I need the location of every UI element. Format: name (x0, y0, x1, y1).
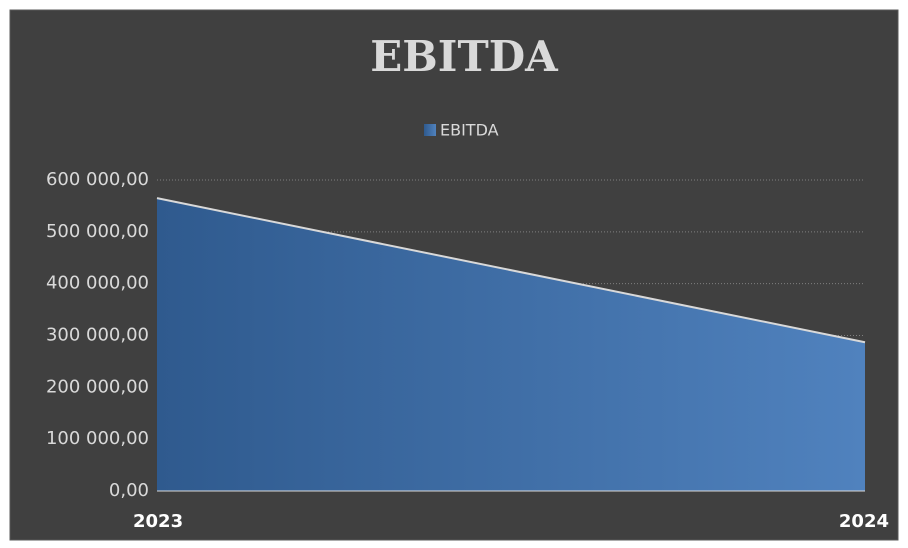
y-tick-label: 200 000,00 (46, 376, 149, 397)
x-tick-label: 2023 (133, 511, 183, 532)
area (157, 198, 865, 491)
legend-label: EBITDA (440, 121, 499, 140)
x-tick-label: 2024 (839, 511, 889, 532)
legend: EBITDA (424, 121, 499, 140)
y-tick-label: 0,00 (109, 480, 149, 501)
y-tick-label: 400 000,00 (46, 273, 149, 294)
chart-title: EBITDA (370, 32, 559, 81)
y-tick-label: 300 000,00 (46, 325, 149, 346)
area-edge (156, 197, 866, 344)
y-tick-label: 100 000,00 (46, 428, 149, 449)
y-tick-label: 600 000,00 (46, 169, 149, 190)
legend-swatch (424, 124, 436, 136)
y-tick-label: 500 000,00 (46, 221, 149, 242)
